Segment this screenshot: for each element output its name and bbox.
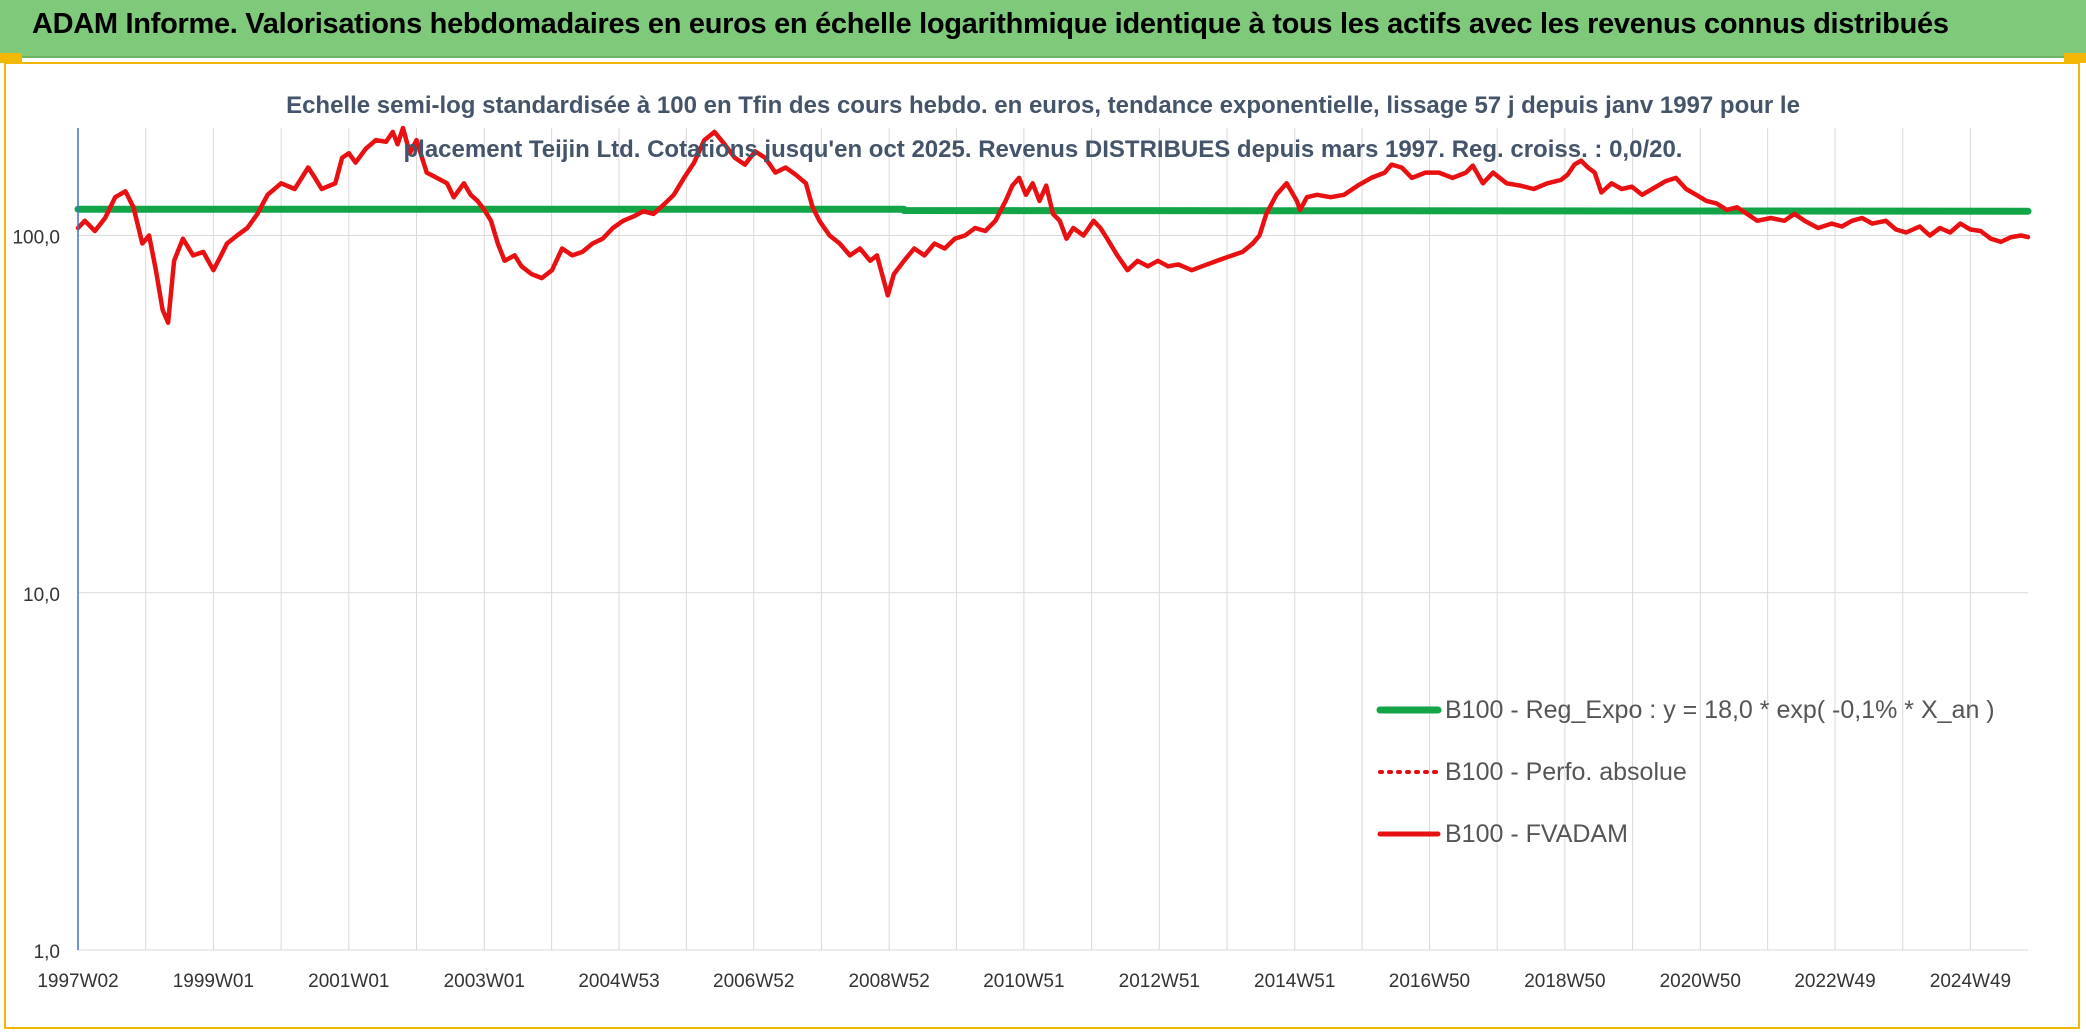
legend-label: B100 - Perfo. absolue [1445, 758, 1687, 786]
x-tick-label: 2006W52 [713, 971, 794, 992]
chart-title-line-1: Echelle semi-log standardisée à 100 en T… [286, 92, 1800, 119]
x-tick-labels: 1997W02 1999W01 2001W01 2003W01 2004W53 2006W… [37, 971, 2011, 992]
y-tick-labels: 1,0 10,0 100,0 [12, 228, 60, 963]
x-tick-label: 1997W02 [37, 971, 118, 992]
x-tick-label: 2016W50 [1389, 971, 1470, 992]
chart-title: Echelle semi-log standardisée à 100 en T… [286, 92, 1800, 163]
x-tick-label: 2010W51 [983, 971, 1064, 992]
chart-frame [4, 62, 2080, 1029]
legend-label: B100 - FVADAM [1445, 820, 1628, 848]
legend-label: B100 - Reg_Expo : y = 18,0 * exp( -0,1% … [1445, 696, 1995, 724]
trend-line [74, 205, 2032, 215]
x-tick-label: 2003W01 [444, 971, 525, 992]
y-tick-label: 10,0 [23, 585, 60, 606]
corner-mark-left [0, 53, 22, 63]
x-tick-label: 2024W49 [1930, 971, 2011, 992]
x-tick-label: 2022W49 [1794, 971, 1875, 992]
x-tick-label: 2020W50 [1660, 971, 1741, 992]
x-tick-label: 2001W01 [308, 971, 389, 992]
x-tick-label: 2012W51 [1119, 971, 1200, 992]
report-title: ADAM Informe. Valorisations hebdomadaire… [32, 8, 1949, 40]
fvadam-line [75, 125, 2031, 325]
x-tick-label: 2018W50 [1524, 971, 1605, 992]
x-tick-label: 1999W01 [173, 971, 254, 992]
y-tick-label: 100,0 [12, 228, 60, 249]
x-tick-label: 2004W53 [578, 971, 659, 992]
report-header: ADAM Informe. Valorisations hebdomadaire… [0, 0, 2086, 58]
series-layer [74, 125, 2032, 325]
x-tick-label: 2014W51 [1254, 971, 1335, 992]
chart-title-line-2: placement Teijin Ltd. Cotations jusqu'en… [404, 136, 1683, 163]
legend: B100 - Reg_Expo : y = 18,0 * exp( -0,1% … [1376, 696, 1995, 848]
corner-mark-right [2064, 53, 2086, 63]
y-tick-label: 1,0 [34, 942, 60, 963]
grid [78, 128, 2028, 951]
x-tick-label: 2008W52 [848, 971, 929, 992]
